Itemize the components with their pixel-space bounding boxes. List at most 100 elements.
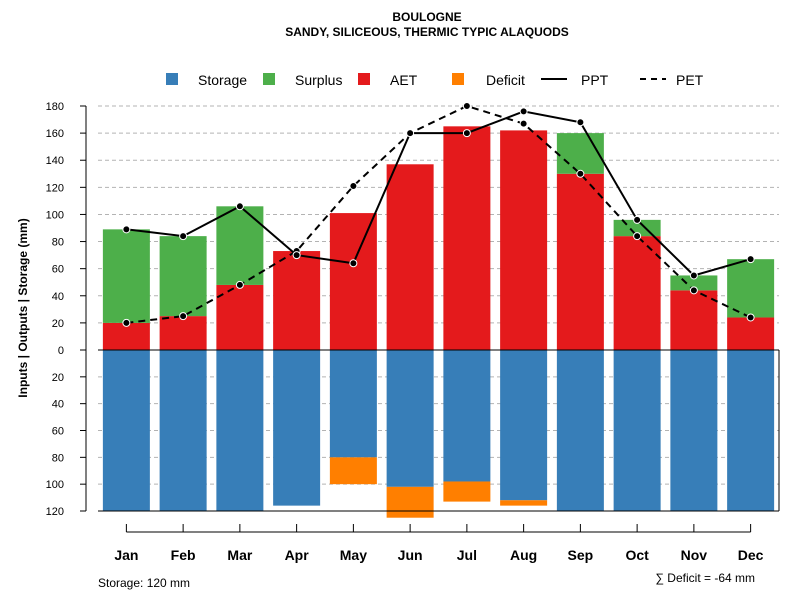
storage-bar-apr <box>273 350 321 506</box>
legend-swatch-aet <box>358 73 370 85</box>
aet-bar-mar <box>216 284 264 350</box>
y-tick-label: 100 <box>46 479 64 491</box>
legend-swatch-surplus <box>263 73 275 85</box>
aet-bar-oct <box>613 236 661 350</box>
x-tick-label-mar: Mar <box>227 547 252 563</box>
y-tick-label: 40 <box>52 291 64 303</box>
aet-bar-feb <box>159 316 207 350</box>
x-tick-label-jun: Jun <box>398 547 423 563</box>
legend-label-ppt: PPT <box>581 72 609 88</box>
x-tick-label-may: May <box>340 547 367 563</box>
surplus-bar-mar <box>216 206 264 285</box>
ppt-point-aug <box>519 107 528 116</box>
storage-bar-jul <box>443 350 491 482</box>
legend-label-storage: Storage <box>198 72 247 88</box>
aet-bar-aug <box>500 130 548 350</box>
series-lines <box>122 102 755 327</box>
y-tick-label: 100 <box>46 209 64 221</box>
aet-bar-jun <box>386 164 434 350</box>
pet-point-feb <box>179 312 188 321</box>
y-tick-label: 120 <box>46 182 64 194</box>
x-tick-label-dec: Dec <box>738 547 764 563</box>
deficit-bar-jun <box>386 486 434 518</box>
bars <box>102 126 775 518</box>
x-tick-label-sep: Sep <box>568 547 594 563</box>
ppt-point-jun <box>406 129 415 138</box>
pet-point-jan <box>122 318 131 327</box>
pet-line <box>126 104 752 324</box>
pet-point-dec <box>746 313 755 322</box>
y-tick-label: 180 <box>46 101 64 113</box>
ppt-point-dec <box>746 255 755 264</box>
aet-bar-sep <box>556 173 604 350</box>
legend-label-aet: AET <box>390 72 418 88</box>
legend-label-pet: PET <box>676 72 704 88</box>
ppt-point-feb <box>179 232 188 241</box>
surplus-bar-jan <box>102 229 150 323</box>
storage-bar-feb <box>159 350 207 511</box>
deficit-sum-label: ∑ Deficit = -64 mm <box>655 571 755 585</box>
ppt-point-jan <box>122 225 131 234</box>
x-tick-label-jul: Jul <box>457 547 477 563</box>
pet-point-jul <box>462 102 471 110</box>
ppt-point-may <box>349 259 358 268</box>
ppt-point-nov <box>689 271 698 280</box>
storage-bar-dec <box>727 350 775 511</box>
ppt-point-apr <box>292 251 301 260</box>
storage-bar-jun <box>386 350 434 487</box>
surplus-bar-feb <box>159 236 207 317</box>
ppt-point-oct <box>633 215 642 224</box>
x-tick-label-apr: Apr <box>285 547 310 563</box>
y-tick-label: 120 <box>46 506 64 518</box>
pet-point-mar <box>235 280 244 289</box>
y-tick-label: 40 <box>52 399 64 411</box>
storage-bar-oct <box>613 350 661 511</box>
storage-bar-aug <box>500 350 548 501</box>
aet-bar-may <box>329 213 377 350</box>
deficit-bar-jul <box>443 481 491 502</box>
y-tick-label: 0 <box>58 345 64 357</box>
legend-swatch-deficit <box>452 73 464 85</box>
aet-bar-jul <box>443 126 491 350</box>
ppt-point-mar <box>235 202 244 211</box>
y-tick-label: 80 <box>52 237 64 249</box>
y-tick-label: 60 <box>52 264 64 276</box>
aet-bar-dec <box>727 317 775 350</box>
pet-point-oct <box>633 232 642 241</box>
storage-bar-may <box>329 350 377 458</box>
surplus-bar-dec <box>727 259 775 318</box>
deficit-bar-may <box>329 457 377 485</box>
pet-point-nov <box>689 286 698 295</box>
chart-title: BOULOGNE <box>392 10 461 24</box>
ppt-line <box>126 110 751 277</box>
aet-bar-jan <box>102 322 150 350</box>
surplus-bar-sep <box>556 133 604 174</box>
x-tick-label-feb: Feb <box>171 547 196 563</box>
pet-point-may <box>349 181 358 190</box>
legend: Storage Surplus AET Deficit PPT PET <box>166 72 704 88</box>
storage-bar-nov <box>670 350 718 511</box>
x-tick-label-oct: Oct <box>625 547 649 563</box>
x-tick-label-jan: Jan <box>114 547 138 563</box>
storage-bar-sep <box>556 350 604 511</box>
storage-bar-mar <box>216 350 264 511</box>
y-tick-label: 160 <box>46 128 64 140</box>
y-tick-label: 20 <box>52 318 64 330</box>
axes: 180 160 140 120 100 80 60 40 20 0 20 40 60 80 100 120 Ja… <box>46 101 780 563</box>
storage-capacity-label: Storage: 120 mm <box>98 576 190 590</box>
y-tick-label: 80 <box>52 452 64 464</box>
y-tick-label: 20 <box>52 372 64 384</box>
x-tick-label-aug: Aug <box>510 547 537 563</box>
y-tick-label: 140 <box>46 155 64 167</box>
storage-bar-jan <box>102 350 150 511</box>
x-tick-label-nov: Nov <box>681 547 708 563</box>
aet-bar-apr <box>273 251 321 350</box>
pet-point-aug <box>519 119 528 128</box>
aet-bar-nov <box>670 290 718 350</box>
ppt-point-jul <box>462 129 471 138</box>
legend-label-surplus: Surplus <box>295 72 342 88</box>
y-tick-label: 60 <box>52 426 64 438</box>
chart-subtitle: SANDY, SILICEOUS, THERMIC TYPIC ALAQUODS <box>285 25 569 39</box>
pet-point-sep <box>576 169 585 178</box>
